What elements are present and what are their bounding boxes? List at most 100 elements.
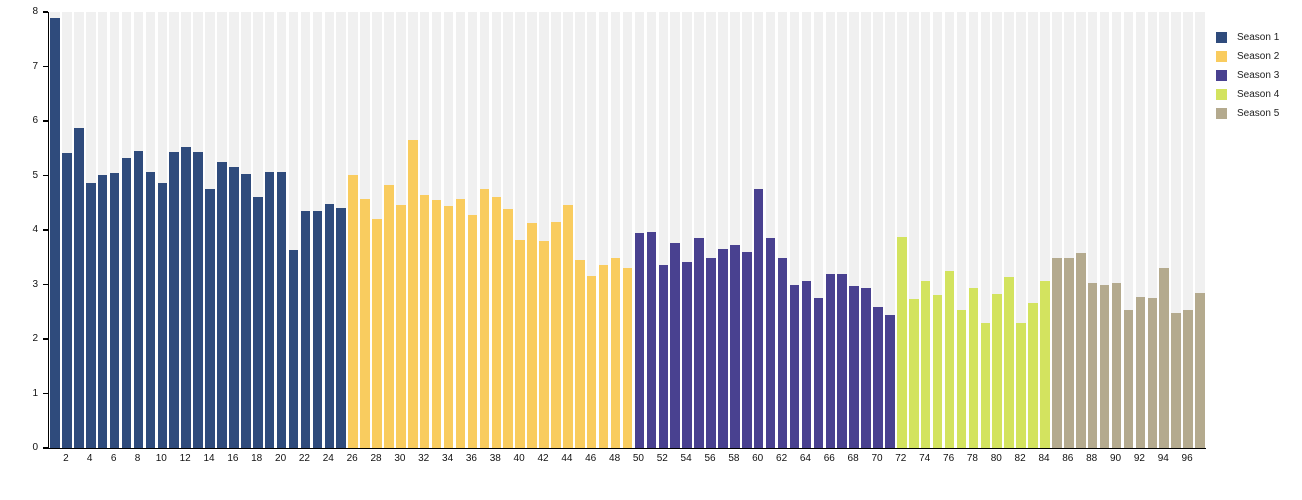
bar-episode-94[interactable] <box>1159 268 1169 448</box>
bar-episode-41[interactable] <box>527 222 537 448</box>
bar-episode-32[interactable] <box>419 195 430 448</box>
bar-episode-5[interactable] <box>97 174 108 448</box>
bar-episode-18[interactable] <box>252 197 263 448</box>
legend-item-season-3[interactable]: Season 3 <box>1216 66 1279 85</box>
bar-episode-4[interactable] <box>85 182 96 448</box>
bar-episode-30[interactable] <box>396 204 406 448</box>
bar-episode-54[interactable] <box>682 261 692 448</box>
bar-episode-49[interactable] <box>622 268 633 448</box>
bar-episode-71[interactable] <box>885 315 895 448</box>
bar-episode-64[interactable] <box>801 280 812 448</box>
bar-episode-82[interactable] <box>1016 322 1026 448</box>
bar-episode-79[interactable] <box>980 322 991 448</box>
bar-episode-45[interactable] <box>575 259 585 448</box>
bar-episode-51[interactable] <box>646 231 657 448</box>
legend-item-season-2[interactable]: Season 2 <box>1216 47 1279 66</box>
bar-episode-39[interactable] <box>503 209 513 448</box>
bar-episode-20[interactable] <box>276 172 287 448</box>
bar-episode-23[interactable] <box>312 210 323 448</box>
bar-episode-38[interactable] <box>491 197 502 448</box>
bar-episode-35[interactable] <box>455 199 466 448</box>
bar-episode-78[interactable] <box>968 287 979 448</box>
bar-episode-91[interactable] <box>1123 310 1134 448</box>
bar-episode-44[interactable] <box>563 204 573 448</box>
bar-episode-52[interactable] <box>658 264 669 448</box>
legend-item-season-1[interactable]: Season 1 <box>1216 28 1279 47</box>
bar-episode-36[interactable] <box>467 214 478 448</box>
bar-episode-73[interactable] <box>909 299 919 448</box>
bar-episode-55[interactable] <box>694 238 704 448</box>
bar-episode-63[interactable] <box>789 285 800 448</box>
bar-episode-8[interactable] <box>133 150 144 448</box>
bar-episode-88[interactable] <box>1087 282 1098 448</box>
bar-episode-69[interactable] <box>861 287 871 448</box>
bar-episode-9[interactable] <box>145 171 156 448</box>
bar-episode-46[interactable] <box>586 275 597 448</box>
bar-episode-31[interactable] <box>408 139 418 448</box>
bar-episode-77[interactable] <box>956 309 967 448</box>
bar-episode-85[interactable] <box>1052 257 1062 448</box>
bar-episode-96[interactable] <box>1183 310 1193 448</box>
bar-episode-62[interactable] <box>777 257 788 448</box>
bar-episode-53[interactable] <box>670 242 680 448</box>
bar-episode-29[interactable] <box>384 184 394 448</box>
bar-episode-56[interactable] <box>706 258 716 448</box>
bar-episode-92[interactable] <box>1135 296 1146 448</box>
bar-episode-70[interactable] <box>873 306 883 448</box>
bar-episode-75[interactable] <box>932 294 943 448</box>
bar-episode-22[interactable] <box>300 210 311 448</box>
bar-episode-89[interactable] <box>1099 284 1110 448</box>
bar-episode-26[interactable] <box>348 174 358 448</box>
bar-episode-74[interactable] <box>920 281 931 448</box>
bar-episode-14[interactable] <box>205 189 215 448</box>
bar-episode-27[interactable] <box>360 199 370 448</box>
bar-episode-95[interactable] <box>1171 313 1181 448</box>
bar-episode-86[interactable] <box>1064 257 1074 448</box>
bar-episode-65[interactable] <box>813 298 824 448</box>
bar-episode-93[interactable] <box>1147 298 1158 448</box>
bar-episode-42[interactable] <box>539 241 549 448</box>
bar-episode-72[interactable] <box>897 236 907 448</box>
bar-episode-80[interactable] <box>992 294 1003 448</box>
bar-episode-57[interactable] <box>718 249 728 448</box>
bar-episode-11[interactable] <box>169 152 179 448</box>
bar-episode-50[interactable] <box>634 233 645 448</box>
bar-episode-25[interactable] <box>336 207 346 448</box>
bar-episode-34[interactable] <box>443 206 454 448</box>
bar-episode-58[interactable] <box>730 245 740 448</box>
bar-episode-15[interactable] <box>217 162 227 448</box>
bar-episode-16[interactable] <box>229 167 239 448</box>
legend-item-season-5[interactable]: Season 5 <box>1216 104 1279 123</box>
bar-episode-12[interactable] <box>181 146 191 448</box>
bar-episode-24[interactable] <box>324 204 335 448</box>
bar-episode-97[interactable] <box>1195 292 1205 448</box>
bar-episode-33[interactable] <box>431 200 442 448</box>
bar-episode-21[interactable] <box>288 249 299 448</box>
bar-episode-67[interactable] <box>837 273 847 448</box>
bar-episode-40[interactable] <box>515 239 525 448</box>
bar-episode-47[interactable] <box>598 264 609 448</box>
bar-episode-7[interactable] <box>121 157 132 448</box>
bar-episode-68[interactable] <box>849 286 859 448</box>
bar-episode-76[interactable] <box>944 270 955 448</box>
bar-episode-2[interactable] <box>62 153 72 448</box>
bar-episode-17[interactable] <box>241 173 251 448</box>
bar-episode-90[interactable] <box>1111 283 1122 448</box>
bar-episode-13[interactable] <box>193 152 203 448</box>
bar-episode-81[interactable] <box>1004 277 1014 448</box>
bar-episode-59[interactable] <box>742 251 752 448</box>
bar-episode-48[interactable] <box>610 257 621 448</box>
bar-episode-60[interactable] <box>753 189 764 448</box>
bar-episode-1[interactable] <box>50 18 60 448</box>
bar-episode-66[interactable] <box>825 273 836 448</box>
bar-episode-3[interactable] <box>74 128 84 448</box>
legend-item-season-4[interactable]: Season 4 <box>1216 85 1279 104</box>
bar-episode-83[interactable] <box>1028 302 1038 448</box>
bar-episode-87[interactable] <box>1075 253 1086 448</box>
bar-episode-6[interactable] <box>109 172 120 448</box>
bar-episode-84[interactable] <box>1040 281 1050 448</box>
bar-episode-61[interactable] <box>765 237 776 448</box>
bar-episode-37[interactable] <box>479 189 490 448</box>
bar-episode-28[interactable] <box>372 218 382 448</box>
bar-episode-19[interactable] <box>264 172 275 448</box>
